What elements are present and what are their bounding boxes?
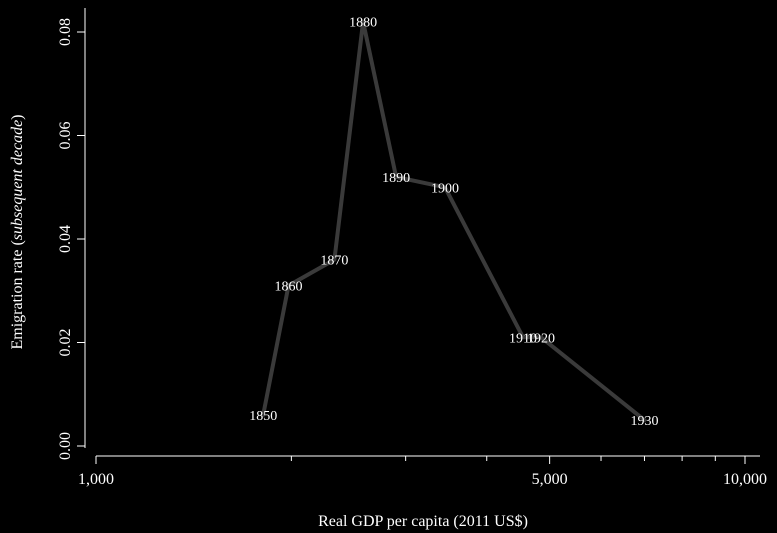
point-label-1870: 1870 [320, 254, 348, 269]
y-axis-title: Emigration rate (subsequent decade) [9, 114, 26, 349]
series-line [261, 19, 647, 423]
x-axis-title: Real GDP per capita (2011 US$) [318, 513, 528, 530]
y-tick-label: 0.06 [57, 122, 74, 150]
axes [84, 8, 760, 457]
point-label-1930: 1930 [630, 414, 658, 429]
y-tick-label: 0.00 [57, 432, 74, 460]
y-ticks: 0.00 0.02 0.04 0.06 0.08 [57, 18, 85, 460]
point-label-1860: 1860 [275, 280, 303, 295]
y-tick-label: 0.08 [57, 18, 74, 46]
y-tick-label: 0.04 [57, 225, 74, 253]
point-label-1910: 1910 [509, 331, 537, 346]
y-axis-title-italic: subsequent decade [9, 120, 26, 240]
point-label-1880: 1880 [349, 16, 377, 31]
y-tick-label: 0.02 [57, 329, 74, 357]
x-tick-label: 10,000 [723, 471, 767, 488]
y-axis-title-suffix: ) [9, 114, 26, 119]
y-axis-title-prefix: Emigration rate ( [9, 240, 26, 349]
point-label-1890: 1890 [382, 171, 410, 186]
point-label-1900: 1900 [431, 181, 459, 196]
x-tick-label: 5,000 [532, 471, 568, 488]
point-label-1850: 1850 [249, 409, 277, 424]
point-label-1920: 1920 [527, 331, 555, 346]
x-ticks: 1,000 5,000 10,000 [78, 456, 767, 488]
x-tick-label: 1,000 [78, 471, 114, 488]
